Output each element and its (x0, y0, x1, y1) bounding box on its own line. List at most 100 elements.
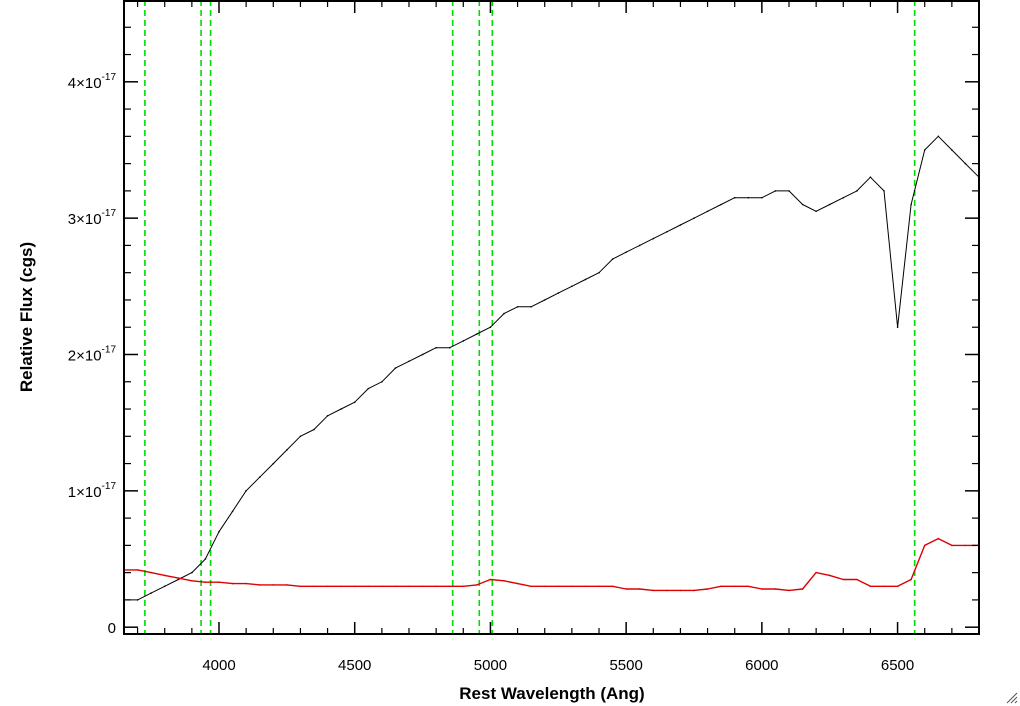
series-1-point-4 (177, 577, 180, 579)
series-0-point-17 (353, 401, 356, 404)
series-1-point-8 (231, 582, 234, 585)
x-tick-label-3: 5500 (609, 657, 642, 674)
series-1-point-47 (761, 588, 763, 590)
x-tick-labels: 4000 4500 5000 5500 6000 6500 (202, 657, 914, 674)
series-1-point-3 (163, 574, 166, 577)
series-0-point-41 (679, 224, 682, 226)
series-0-point-61 (951, 149, 953, 151)
series-0-point-3 (163, 585, 166, 588)
series-0-point-44 (720, 203, 722, 206)
series-1-point-52 (828, 574, 831, 577)
series-1-point-58 (910, 578, 912, 581)
series-1-point-28 (503, 580, 505, 582)
series-1-point-55 (869, 585, 872, 588)
series-0-point-22 (421, 353, 424, 356)
series-0-point-60 (937, 135, 940, 138)
series-0-point-36 (611, 258, 614, 260)
series-0-point-12 (286, 449, 288, 451)
series-0-point-47 (761, 196, 763, 199)
series-0-point-23 (435, 346, 437, 349)
series-0-point-38 (638, 244, 641, 247)
series-0-point-1 (136, 599, 139, 601)
series-0-point-51 (815, 210, 817, 213)
series-1-point-53 (842, 578, 845, 581)
series-1-point-7 (218, 581, 220, 583)
plot-frame (123, 0, 980, 635)
series-1-point-62 (964, 544, 967, 547)
series-0-point-14 (313, 428, 315, 431)
series-1-point-9 (245, 582, 247, 585)
y-tick-label-4: 4×10-17 (68, 72, 117, 92)
x-tick-label-4: 6000 (745, 657, 778, 674)
series-1-point-22 (421, 585, 424, 588)
series-0-point-45 (733, 196, 736, 199)
series-0-point-24 (448, 346, 451, 349)
series-0-point-6 (204, 558, 207, 560)
series-0-point-62 (964, 162, 967, 165)
series-1-point-50 (801, 588, 804, 590)
series-0-point-56 (883, 190, 885, 192)
series-1-point-48 (774, 588, 777, 590)
series-0-point-16 (340, 408, 342, 410)
series-0-point-32 (557, 292, 560, 294)
series-0-point-42 (693, 217, 695, 219)
series-0-point-8 (231, 510, 234, 513)
series-1-point-32 (557, 585, 560, 588)
series-0-point-13 (299, 435, 302, 438)
series-1-point-45 (733, 585, 736, 588)
series-1-point-10 (258, 584, 261, 586)
series-1-point-29 (516, 582, 519, 585)
series-1-point-27 (489, 578, 492, 581)
series-0-point-21 (408, 360, 410, 363)
series-1-point-44 (720, 585, 722, 588)
series-0-point-48 (774, 190, 777, 192)
series-0-point-19 (381, 381, 383, 383)
series-1-point-36 (611, 585, 614, 588)
series-0-point-52 (828, 203, 831, 206)
series-1-point-26 (476, 584, 478, 586)
series-0-point-28 (503, 312, 505, 315)
series-0-point-39 (652, 237, 655, 240)
series-0-point-25 (462, 340, 465, 342)
series-1-point-30 (530, 585, 532, 588)
series-0-point-11 (272, 462, 275, 465)
series-1-point-11 (272, 584, 275, 586)
series-0-point-9 (245, 490, 247, 492)
series-0-point-7 (218, 530, 220, 533)
series-0-point-58 (910, 203, 912, 206)
series-0-point-31 (543, 299, 546, 301)
series-1-point-49 (788, 589, 790, 592)
series-0-point-49 (788, 190, 790, 192)
series-1 (123, 537, 980, 592)
series-0-point-59 (923, 149, 926, 151)
series-1-point-1 (136, 569, 139, 571)
series-1-point-17 (353, 585, 356, 588)
vertical-line-markers (144, 0, 916, 634)
series-0-point-10 (258, 476, 261, 479)
series-1-point-40 (666, 589, 668, 592)
series-0-point-5 (191, 571, 193, 574)
x-tick-label-5: 6500 (881, 657, 914, 674)
series-0-point-34 (584, 278, 587, 281)
y-axis-title: Relative Flux (cgs) (17, 242, 36, 392)
series-1-point-13 (299, 585, 302, 588)
series-1-point-33 (571, 585, 573, 588)
series-1-point-14 (313, 585, 315, 588)
series-0-point-20 (394, 367, 397, 369)
axes-frame (123, 0, 980, 635)
series-1-point-12 (286, 584, 288, 586)
series-1-point-5 (191, 580, 193, 582)
series-0-point-18 (367, 387, 370, 390)
series-1-point-56 (883, 585, 885, 588)
y-tick-label-0: 0 (108, 620, 116, 637)
series-1-point-43 (706, 588, 709, 590)
series-0-point-37 (625, 251, 627, 253)
series-1-point-39 (652, 589, 655, 592)
series-0-point-53 (842, 196, 845, 199)
series-1-point-18 (367, 585, 370, 588)
series-group (123, 135, 980, 601)
series-1-point-38 (638, 588, 641, 590)
series-1-point-34 (584, 585, 587, 588)
resize-grip-icon[interactable] (1004, 690, 1018, 704)
